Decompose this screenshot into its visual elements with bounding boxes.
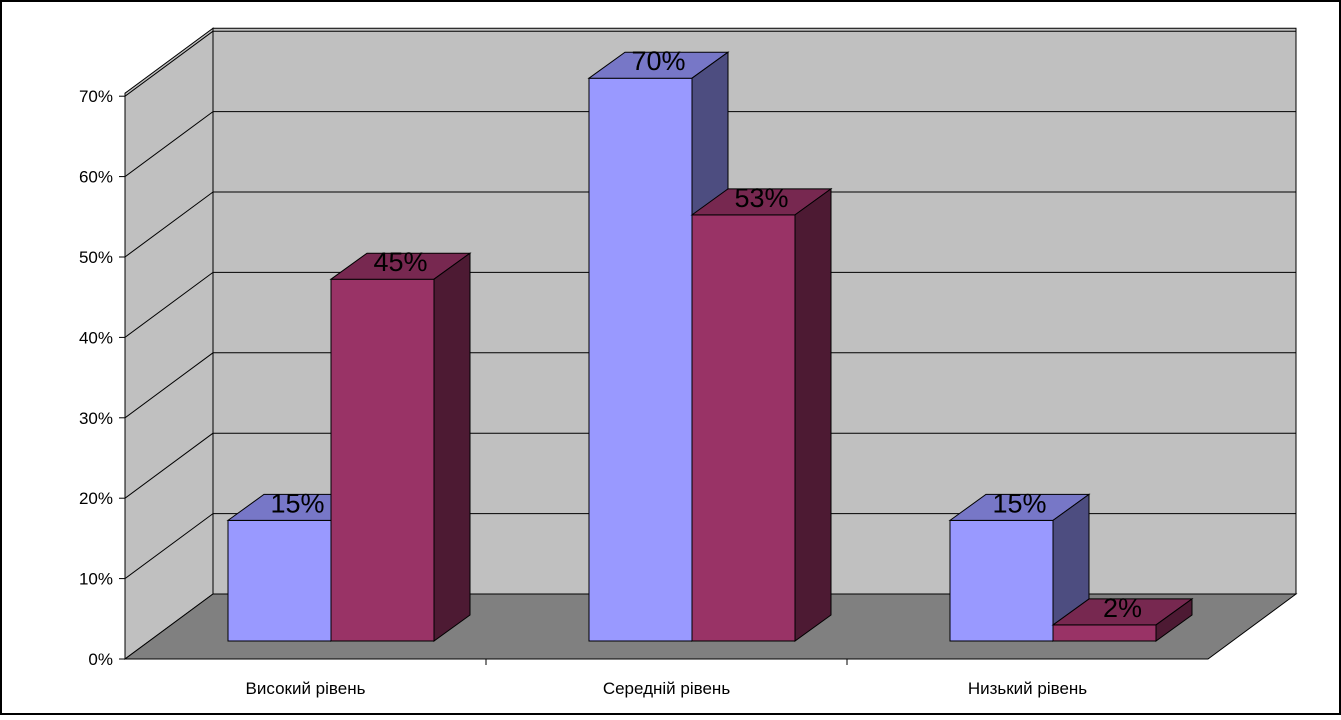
- category-label: Високий рівень: [246, 679, 366, 698]
- category-label: Низький рівень: [968, 679, 1087, 698]
- gridline-side: [124, 191, 214, 258]
- data-label: 15%: [270, 488, 324, 518]
- data-label: 53%: [734, 183, 788, 213]
- gridline-side: [124, 30, 214, 97]
- data-labels: 15% 45% 70% 53% 15% 2%: [270, 46, 1142, 623]
- y-tick-label: 40%: [79, 328, 113, 347]
- value-axis: 0% 10% 20% 30% 40% 50% 60% 70%: [79, 87, 1208, 669]
- bar-front: [588, 77, 693, 642]
- data-label: 70%: [631, 46, 685, 76]
- bar-front: [949, 519, 1054, 642]
- bar-front: [691, 214, 796, 642]
- gridline-side: [124, 111, 214, 178]
- bar-front: [227, 519, 332, 642]
- bar: [948, 493, 1091, 642]
- gridline-side: [124, 432, 214, 499]
- y-tick-label: 70%: [79, 87, 113, 106]
- y-tick-label: 60%: [79, 168, 113, 187]
- gridline-side: [124, 271, 214, 338]
- bar: [329, 252, 472, 642]
- y-tick-label: 20%: [79, 489, 113, 508]
- bar-front: [330, 278, 435, 642]
- category-label: Середній рівень: [603, 679, 730, 698]
- bar-side: [433, 252, 471, 642]
- y-tick-label: 30%: [79, 409, 113, 428]
- side-wall: [124, 27, 214, 660]
- bar-side: [1155, 597, 1193, 642]
- bar-side: [794, 187, 832, 642]
- y-tick-label: 0%: [88, 650, 113, 669]
- gridline-side: [124, 352, 214, 419]
- data-label: 2%: [1103, 593, 1142, 623]
- bar: [1051, 597, 1194, 642]
- data-label: 45%: [373, 247, 427, 277]
- y-tick-label: 10%: [79, 570, 113, 589]
- bar-front: [1052, 624, 1157, 642]
- data-label: 15%: [992, 488, 1046, 518]
- bar: [690, 187, 833, 642]
- y-tick-label: 50%: [79, 248, 113, 267]
- category-axis: Високий рівень Середній рівень Низький рів…: [246, 659, 1087, 698]
- gridline-side: [124, 513, 214, 580]
- bars: [226, 51, 1194, 642]
